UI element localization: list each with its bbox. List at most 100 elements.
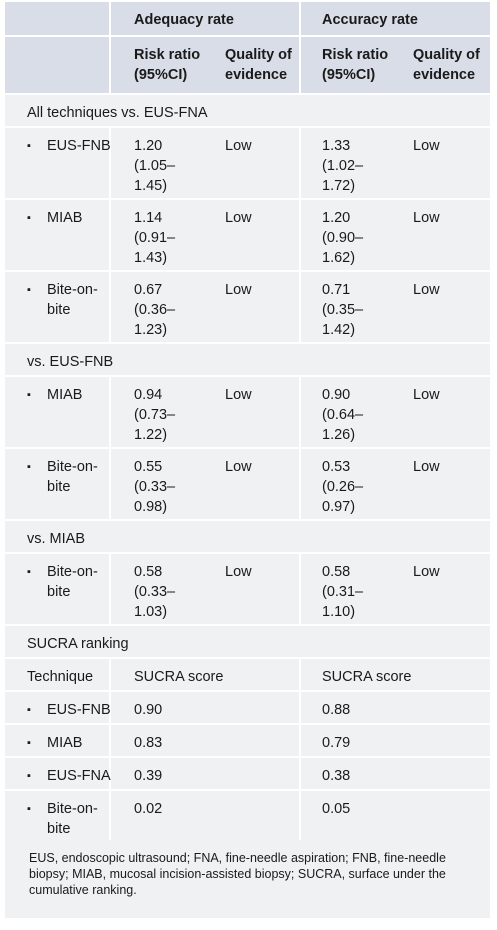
accuracy-risk-ratio-line: (0.31–: [322, 584, 364, 600]
accuracy-risk-ratio-line: (0.64–: [322, 407, 364, 423]
sucra-row-divider-1: [109, 791, 111, 841]
accuracy-risk-ratio-line: (0.26–: [322, 479, 364, 495]
sucra-row-divider-2: [299, 791, 301, 841]
header-row-top: Adequacy rate Accuracy rate: [5, 2, 490, 37]
sucra-adequacy-score: 0.90: [134, 702, 163, 718]
bullet-icon: ▪: [27, 284, 31, 296]
bullet-icon: ▪: [27, 770, 31, 782]
technique-name-line: MIAB: [47, 387, 83, 403]
sucra-row-divider-2: [299, 692, 301, 723]
accuracy-risk-ratio-heading: Risk ratio: [322, 47, 389, 63]
accuracy-ci-heading: (95%CI): [322, 67, 376, 83]
section-vs-fnb-label: vs. EUS-FNB: [27, 354, 114, 370]
accuracy-risk-ratio-line: (0.90–: [322, 230, 364, 246]
adequacy-risk-ratio-line: (0.33–: [134, 584, 176, 600]
sucra-accuracy-score: 0.79: [322, 735, 351, 751]
row-divider-1: [109, 449, 111, 519]
table-row: ▪ EUS-FNB 1.20 (1.05– 1.45) Low 1.33 (1.02– 1.72…: [5, 128, 490, 200]
sucra-header-divider-1: [109, 659, 111, 690]
sucra-row-divider-1: [109, 725, 111, 756]
accuracy-quality: Low: [413, 210, 440, 226]
bullet-icon: ▪: [27, 140, 31, 152]
adequacy-quality: Low: [225, 138, 252, 154]
sucra-technique-line: Bite-on-: [47, 801, 98, 817]
table-row: ▪ Bite-on-bite 0.67 (0.36– 1.23) Low 0.71 (0.35…: [5, 272, 490, 344]
accuracy-quality: Low: [413, 564, 440, 580]
technique-name-line: bite: [47, 302, 71, 318]
adequacy-rate-heading: Adequacy rate: [134, 12, 234, 28]
sucra-technique-line: EUS-FNA: [47, 768, 111, 784]
bullet-icon: ▪: [27, 461, 31, 473]
sucra-row-divider-2: [299, 758, 301, 789]
accuracy-risk-ratio-line: (0.35–: [322, 302, 364, 318]
accuracy-quality: Low: [413, 459, 440, 475]
sucra-row-divider-1: [109, 758, 111, 789]
sucra-row: ▪ Bite-on-bite 0.02 0.05: [5, 791, 490, 843]
accuracy-quality: Low: [413, 138, 440, 154]
comparison-table: Adequacy rate Accuracy rate Risk ratio (95%…: [5, 2, 490, 843]
accuracy-quality-heading: Quality of: [413, 47, 480, 63]
row-divider-1: [109, 272, 111, 342]
accuracy-quality: Low: [413, 387, 440, 403]
accuracy-risk-ratio-line: (1.02–: [322, 158, 364, 174]
sucra-adequacy-score: 0.39: [134, 768, 163, 784]
section-sucra-label: SUCRA ranking: [27, 636, 129, 652]
section-all-vs-fna-label: All techniques vs. EUS-FNA: [27, 105, 208, 121]
adequacy-quality-heading: Quality of: [225, 47, 292, 63]
sucra-header-row: Technique SUCRA score SUCRA score: [5, 659, 490, 692]
adequacy-evidence-heading: evidence: [225, 67, 288, 83]
sucra-technique-line: MIAB: [47, 735, 83, 751]
table-row: ▪ MIAB 1.14 (0.91– 1.43) Low 1.20 (0.90– 1.62) Lo…: [5, 200, 490, 272]
sucra-header-divider-2: [299, 659, 301, 690]
adequacy-quality: Low: [225, 210, 252, 226]
accuracy-risk-ratio-line: 1.72): [322, 178, 356, 194]
adequacy-quality: Low: [225, 459, 252, 475]
bullet-icon: ▪: [27, 212, 31, 224]
adequacy-risk-ratio-line: 0.98): [134, 499, 168, 515]
sucra-row: ▪ EUS-FNA 0.39 0.38: [5, 758, 490, 791]
technique-name-line: bite: [47, 584, 71, 600]
technique-name-line: Bite-on-: [47, 459, 98, 475]
bullet-icon: ▪: [27, 389, 31, 401]
row-divider-1: [109, 377, 111, 447]
row-divider-2: [299, 449, 301, 519]
sucra-accuracy-heading: SUCRA score: [322, 669, 412, 685]
adequacy-risk-ratio-line: 0.55: [134, 459, 163, 475]
accuracy-risk-ratio-line: 0.90: [322, 387, 351, 403]
sucra-technique-line: bite: [47, 821, 71, 837]
technique-name-line: EUS-FNB: [47, 138, 111, 154]
accuracy-risk-ratio-line: 1.10): [322, 604, 356, 620]
section-all-vs-fna: All techniques vs. EUS-FNA: [5, 95, 490, 128]
row-divider-2: [299, 377, 301, 447]
adequacy-risk-ratio-line: 1.03): [134, 604, 168, 620]
adequacy-ci-heading: (95%CI): [134, 67, 188, 83]
accuracy-rate-heading: Accuracy rate: [322, 12, 418, 28]
technique-name-line: Bite-on-: [47, 282, 98, 298]
table-footnote: EUS, endoscopic ultrasound; FNA, fine-ne…: [5, 840, 490, 918]
accuracy-risk-ratio-line: 0.97): [322, 499, 356, 515]
adequacy-risk-ratio-line: 1.20: [134, 138, 163, 154]
section-vs-miab: vs. MIAB: [5, 521, 490, 554]
row-divider-1: [109, 200, 111, 270]
adequacy-risk-ratio-line: 0.94: [134, 387, 163, 403]
sucra-row: ▪ MIAB 0.83 0.79: [5, 725, 490, 758]
sucra-adequacy-score: 0.83: [134, 735, 163, 751]
adequacy-risk-ratio-line: 1.43): [134, 250, 168, 266]
adequacy-risk-ratio-line: 1.22): [134, 427, 168, 443]
row-divider-2: [299, 128, 301, 198]
accuracy-risk-ratio-line: 1.26): [322, 427, 356, 443]
header-divider-1: [109, 2, 111, 35]
accuracy-evidence-heading: evidence: [413, 67, 476, 83]
technique-name-line: MIAB: [47, 210, 83, 226]
bullet-icon: ▪: [27, 803, 31, 815]
sucra-row-divider-2: [299, 725, 301, 756]
header-row-sub: Risk ratio (95%CI) Quality of evidence Risk …: [5, 37, 490, 95]
sucra-adequacy-heading: SUCRA score: [134, 669, 224, 685]
row-divider-1: [109, 128, 111, 198]
bullet-icon: ▪: [27, 737, 31, 749]
bullet-icon: ▪: [27, 566, 31, 578]
sucra-accuracy-score: 0.88: [322, 702, 351, 718]
adequacy-risk-ratio-line: (0.91–: [134, 230, 176, 246]
table-row: ▪ MIAB 0.94 (0.73– 1.22) Low 0.90 (0.64– 1.26) Lo…: [5, 377, 490, 449]
